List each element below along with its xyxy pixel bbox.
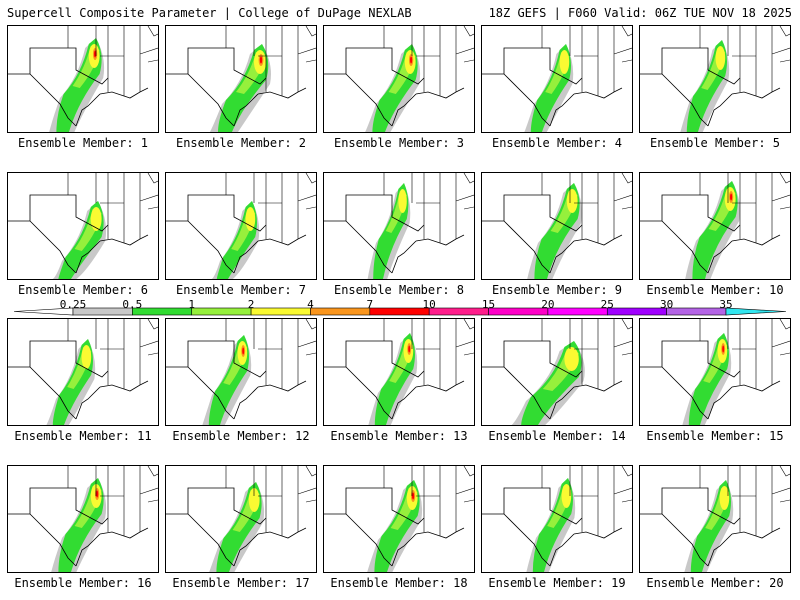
legend-color-bin bbox=[488, 307, 549, 316]
ensemble-member-map bbox=[165, 465, 317, 573]
scp-plume-map bbox=[166, 319, 316, 425]
legend-tick-label: 2 bbox=[247, 298, 255, 311]
scp-plume-map bbox=[482, 466, 632, 572]
ensemble-member-map bbox=[323, 25, 475, 133]
scp-plume-map bbox=[482, 319, 632, 425]
legend-color-bin bbox=[428, 307, 489, 316]
legend-tick-label: 10 bbox=[422, 298, 436, 311]
scp-plume-map bbox=[640, 466, 790, 572]
ensemble-member-label: Ensemble Member: 1 bbox=[17, 136, 149, 150]
ensemble-member-map bbox=[639, 25, 791, 133]
ensemble-member-map bbox=[323, 172, 475, 280]
legend-tick-label: 0.5 bbox=[122, 298, 143, 311]
ensemble-member-map bbox=[639, 172, 791, 280]
ensemble-member-map bbox=[7, 172, 159, 280]
legend-tick-label: 25 bbox=[600, 298, 614, 311]
scp-plume-map bbox=[324, 173, 474, 279]
ensemble-member-map bbox=[323, 465, 475, 573]
scp-plume-map bbox=[8, 466, 158, 572]
ensemble-member-map bbox=[165, 25, 317, 133]
ensemble-member-map bbox=[481, 25, 633, 133]
scp-plume-map bbox=[640, 173, 790, 279]
ensemble-member-map bbox=[481, 318, 633, 426]
ensemble-member-label: Ensemble Member: 9 bbox=[491, 283, 623, 297]
ensemble-member-label: Ensemble Member: 19 bbox=[488, 576, 626, 590]
ensemble-member-label: Ensemble Member: 17 bbox=[172, 576, 310, 590]
legend-tick-label: 20 bbox=[541, 298, 555, 311]
ensemble-member-label: Ensemble Member: 13 bbox=[330, 429, 468, 443]
scp-plume-map bbox=[166, 26, 316, 132]
scp-plume-map bbox=[482, 26, 632, 132]
ensemble-member-label: Ensemble Member: 3 bbox=[333, 136, 465, 150]
ensemble-member-label: Ensemble Member: 7 bbox=[175, 283, 307, 297]
legend-color-bin bbox=[606, 307, 667, 316]
legend-tick-label: 0.25 bbox=[59, 298, 87, 311]
ensemble-member-label: Ensemble Member: 8 bbox=[333, 283, 465, 297]
scp-plume-map bbox=[8, 319, 158, 425]
legend-color-bin bbox=[369, 307, 430, 316]
scp-plume-map bbox=[324, 319, 474, 425]
ensemble-member-label: Ensemble Member: 15 bbox=[646, 429, 784, 443]
ensemble-member-label: Ensemble Member: 5 bbox=[649, 136, 781, 150]
ensemble-member-map bbox=[7, 25, 159, 133]
ensemble-member-label: Ensemble Member: 14 bbox=[488, 429, 626, 443]
legend-tick-label: 7 bbox=[366, 298, 374, 311]
scp-plume-map bbox=[324, 466, 474, 572]
ensemble-member-map bbox=[323, 318, 475, 426]
scp-plume-map bbox=[640, 26, 790, 132]
scp-plume-map bbox=[166, 173, 316, 279]
legend-tick-label: 35 bbox=[719, 298, 733, 311]
legend-over-arrow bbox=[725, 307, 787, 316]
ensemble-member-label: Ensemble Member: 4 bbox=[491, 136, 623, 150]
ensemble-member-map bbox=[7, 318, 159, 426]
color-scale-legend bbox=[13, 307, 787, 316]
ensemble-member-label: Ensemble Member: 16 bbox=[14, 576, 152, 590]
scp-plume-map bbox=[166, 466, 316, 572]
legend-tick-label: 1 bbox=[188, 298, 196, 311]
ensemble-member-map bbox=[165, 318, 317, 426]
legend-tick-label: 30 bbox=[660, 298, 674, 311]
ensemble-member-label: Ensemble Member: 11 bbox=[14, 429, 152, 443]
legend-color-bin bbox=[250, 307, 311, 316]
map-title: Supercell Composite Parameter | College … bbox=[7, 6, 412, 20]
ensemble-member-label: Ensemble Member: 6 bbox=[17, 283, 149, 297]
model-valid-time: 18Z GEFS | F060 Valid: 06Z TUE NOV 18 20… bbox=[488, 6, 792, 20]
scp-plume-map bbox=[640, 319, 790, 425]
legend-color-bin bbox=[191, 307, 252, 316]
scp-plume-map bbox=[482, 173, 632, 279]
legend-color-bin bbox=[666, 307, 727, 316]
ensemble-member-map bbox=[481, 172, 633, 280]
ensemble-member-map bbox=[7, 465, 159, 573]
scp-plume-map bbox=[8, 173, 158, 279]
ensemble-member-map bbox=[639, 318, 791, 426]
ensemble-member-map bbox=[639, 465, 791, 573]
ensemble-member-label: Ensemble Member: 18 bbox=[330, 576, 468, 590]
legend-color-bin bbox=[310, 307, 371, 316]
legend-tick-label: 4 bbox=[307, 298, 314, 311]
ensemble-member-label: Ensemble Member: 12 bbox=[172, 429, 310, 443]
ensemble-member-map bbox=[481, 465, 633, 573]
ensemble-member-label: Ensemble Member: 20 bbox=[646, 576, 784, 590]
legend-tick-label: 15 bbox=[481, 298, 496, 311]
legend-color-bin bbox=[547, 307, 608, 316]
scp-plume-map bbox=[324, 26, 474, 132]
ensemble-member-label: Ensemble Member: 10 bbox=[646, 283, 784, 297]
ensemble-member-map bbox=[165, 172, 317, 280]
scp-plume-map bbox=[8, 26, 158, 132]
ensemble-member-label: Ensemble Member: 2 bbox=[175, 136, 307, 150]
